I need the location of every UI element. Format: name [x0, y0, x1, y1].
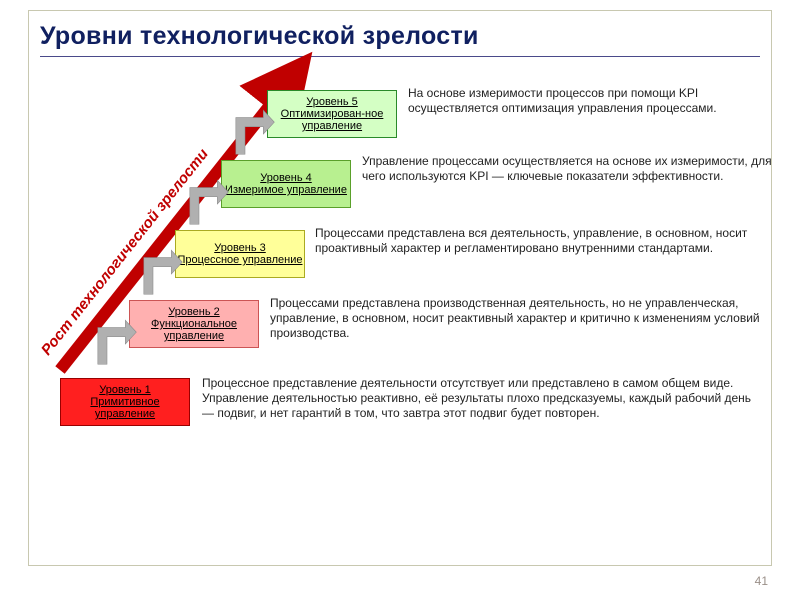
- level-subtitle-5: Оптимизирован-ное управление: [268, 108, 396, 132]
- level-box-3: Уровень 3Процессное управление: [175, 230, 305, 278]
- title-underline: [40, 56, 760, 57]
- level-box-5: Уровень 5Оптимизирован-ное управление: [267, 90, 397, 138]
- level-title-4: Уровень 4: [260, 172, 312, 184]
- level-title-3: Уровень 3: [214, 242, 266, 254]
- level-box-2: Уровень 2Функциональное управление: [129, 300, 259, 348]
- level-description-2: Процессами представлена производственная…: [270, 296, 768, 341]
- level-subtitle-3: Процессное управление: [178, 254, 303, 266]
- level-description-1: Процессное представление деятельности от…: [202, 376, 762, 421]
- level-subtitle-1: Примитивное управление: [61, 396, 189, 420]
- level-title-5: Уровень 5: [306, 96, 358, 108]
- level-description-4: Управление процессами осуществляется на …: [362, 154, 776, 184]
- page-title: Уровни технологической зрелости: [40, 22, 479, 51]
- level-box-1: Уровень 1Примитивное управление: [60, 378, 190, 426]
- page-number: 41: [755, 574, 768, 588]
- level-title-2: Уровень 2: [168, 306, 220, 318]
- level-subtitle-4: Измеримое управление: [225, 184, 347, 196]
- level-title-1: Уровень 1: [99, 384, 151, 396]
- level-subtitle-2: Функциональное управление: [130, 318, 258, 342]
- level-box-4: Уровень 4Измеримое управление: [221, 160, 351, 208]
- level-description-3: Процессами представлена вся деятельность…: [315, 226, 767, 256]
- level-description-5: На основе измеримости процессов при помо…: [408, 86, 776, 116]
